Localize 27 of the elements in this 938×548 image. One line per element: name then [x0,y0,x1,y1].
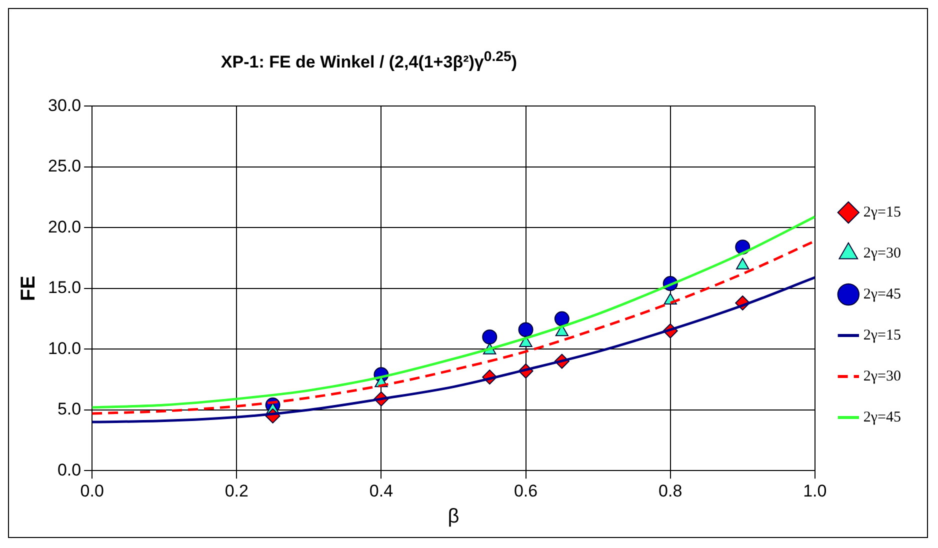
legend-label: 2γ=15 [863,204,902,220]
y-tick-label: 10.0 [48,338,82,358]
point [482,329,498,344]
y-tick-label: 15.0 [48,278,82,298]
x-tick-label: 0.8 [658,481,682,500]
y-tick-label: 20.0 [48,217,82,236]
y-tick-label: 0.0 [57,460,82,480]
y-tick-label: 30.0 [48,96,82,115]
y-axis-title: FE [18,276,40,302]
chart-title: XP-1: FE de Winkel / (2,4(1+3β²)γ$^{0.25}$) [220,48,518,74]
x-axis-title: β [448,506,460,528]
x-tick-label: 1.0 [803,481,827,500]
point [554,311,570,326]
point [736,258,750,270]
legend-label: 2γ=30 [863,245,902,262]
legend-label: 2γ=45 [863,409,902,426]
legend-label: 2γ=45 [863,286,902,302]
y-tick-label: 25.0 [48,156,82,176]
legend-label: 2γ=15 [863,327,902,344]
x-tick-label: 0.0 [80,481,104,500]
point [518,322,534,338]
y-tick-label: 5.0 [57,400,82,419]
x-tick-label: 0.2 [224,481,248,500]
point [555,324,568,336]
x-tick-label: 0.6 [514,481,538,500]
x-tick-label: 0.4 [369,481,394,500]
legend-label: 2γ=30 [863,368,902,384]
